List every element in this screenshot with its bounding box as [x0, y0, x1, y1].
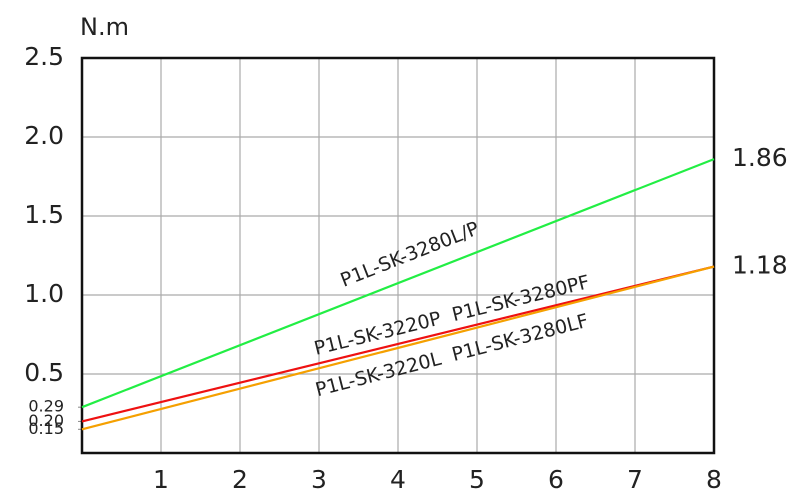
series-label: P1L-SK-3280L/P: [337, 217, 482, 291]
x-tick-label: 6: [548, 465, 564, 494]
y-minor-tick-label: 0.29: [28, 397, 64, 416]
x-tick-label: 2: [232, 465, 248, 494]
end-value-label: 1.18: [732, 251, 788, 280]
series-line: [81, 158, 715, 409]
y-tick-label: 1.0: [24, 279, 64, 308]
y-minor-tick-label: 0.15: [28, 419, 64, 438]
y-tick-label: 2.5: [24, 42, 64, 71]
x-tick-label: 1: [153, 465, 169, 494]
y-tick-label: 0.5: [24, 358, 64, 387]
plot-frame: [80, 56, 716, 455]
end-value-label: 1.86: [732, 143, 788, 172]
x-tick-label: 4: [390, 465, 406, 494]
unit-label: N.m: [80, 13, 129, 41]
x-tick-label: 8: [706, 465, 722, 494]
y-tick-label: 1.5: [24, 200, 64, 229]
series-line: [81, 265, 715, 431]
y-tick-label: 2.0: [24, 121, 64, 150]
x-tick-label: 5: [469, 465, 485, 494]
y-minor-tick-label: 0.20: [28, 411, 64, 430]
x-tick-label: 3: [311, 465, 327, 494]
x-tick-label: 7: [627, 465, 643, 494]
series-line: [81, 265, 715, 423]
